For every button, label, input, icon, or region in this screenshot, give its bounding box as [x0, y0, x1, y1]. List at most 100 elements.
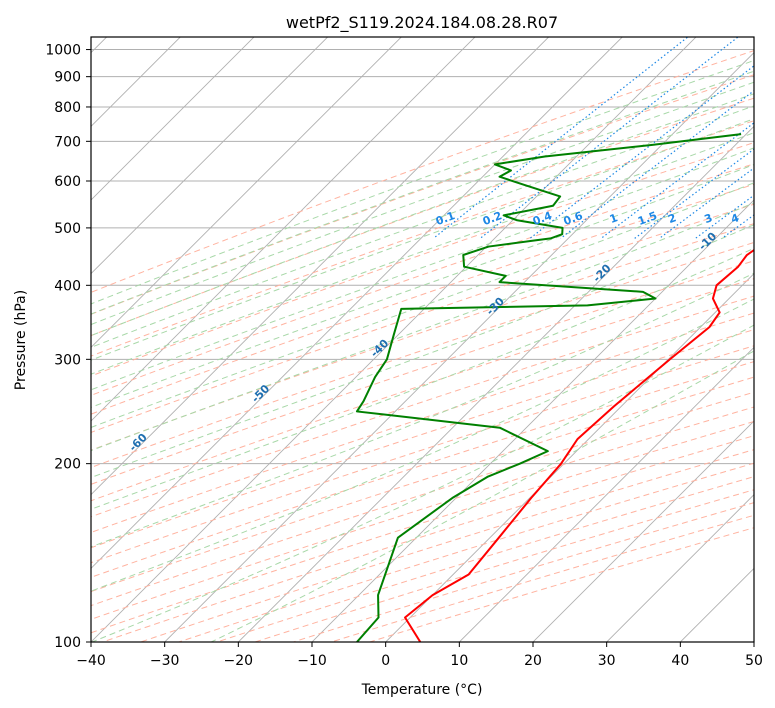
- x-tick-label: −40: [76, 653, 106, 669]
- isotherm-line: [532, 420, 754, 642]
- mixing-ratio-line: [600, 122, 754, 239]
- moist-adiabat-line: [91, 247, 754, 510]
- mixing-ratio-line: [529, 65, 754, 239]
- x-tick-label: 30: [598, 653, 616, 669]
- mixing-ratio-label: 0.6: [562, 209, 585, 228]
- mixing-ratio-label: 6: [768, 211, 775, 226]
- moist-adiabat-line: [91, 118, 754, 361]
- dry-adiabat-line: [215, 476, 754, 642]
- dry-adiabat-line: [139, 449, 754, 642]
- moist-adiabat-line: [91, 202, 754, 452]
- moist-adiabat-line: [91, 182, 754, 428]
- mixing-ratio-line: [433, 37, 689, 239]
- isotherm-label: -70: [14, 469, 37, 492]
- dry-adiabat-line: [91, 278, 754, 502]
- dry-adiabat-line: [100, 435, 754, 642]
- moist-adiabat-line: [91, 324, 754, 642]
- y-axis-label: Pressure (hPa): [13, 290, 29, 390]
- isotherm-label: -30: [484, 295, 507, 318]
- mixing-ratio-label: 1: [608, 211, 620, 226]
- x-tick-label: −30: [150, 653, 180, 669]
- isotherm-line: [458, 346, 754, 642]
- dry-adiabat-line: [91, 391, 754, 607]
- dry-adiabat-line: [91, 361, 754, 578]
- x-tick-label: −20: [224, 653, 254, 669]
- dewpoint-line: [355, 133, 742, 642]
- isotherm-line: [91, 37, 550, 496]
- mixing-ratio-label: 3: [703, 211, 715, 226]
- moist-adiabat-line: [91, 93, 754, 337]
- mixing-ratio-label: 4: [729, 211, 741, 226]
- isotherm-label: -20: [590, 261, 613, 284]
- dry-adiabat-line: [91, 260, 754, 485]
- x-axis-label: Temperature (°C): [361, 682, 483, 698]
- dry-adiabat-line: [91, 183, 754, 415]
- x-tick-label: 40: [671, 653, 689, 669]
- y-tick-label: 100: [54, 635, 81, 651]
- mixing-ratio-label: 0.4: [531, 209, 554, 228]
- mixing-ratio-label: 0.2: [481, 209, 504, 228]
- isotherm-line: [164, 52, 754, 642]
- moist-adiabat-line: [91, 147, 754, 391]
- y-tick-label: 200: [54, 457, 81, 473]
- dry-adiabat-line: [91, 329, 754, 549]
- isotherm-line: [91, 37, 402, 348]
- y-tick-label: 600: [54, 174, 81, 190]
- y-tick-label: 700: [54, 134, 81, 150]
- dry-adiabat-line: [91, 345, 754, 564]
- dry-adiabat-line: [91, 295, 754, 518]
- dry-adiabat-line: [91, 223, 754, 451]
- y-tick-label: 900: [54, 70, 81, 86]
- moist-adiabat-line: [91, 224, 754, 479]
- isotherm-label: -10: [696, 229, 719, 252]
- isotherm-line: [91, 37, 623, 569]
- y-tick-label: 800: [54, 100, 81, 116]
- moist-adiabat-line: [210, 350, 754, 642]
- isotherm-line: [311, 199, 754, 642]
- dry-adiabat-line: [91, 163, 754, 396]
- temperature-line: [404, 248, 754, 642]
- dry-adiabat-line: [253, 489, 754, 642]
- dry-adiabat-line: [91, 376, 754, 593]
- dry-adiabat-line: [91, 312, 754, 533]
- dry-adiabat-line: [91, 74, 754, 315]
- dry-adiabat-line: [177, 462, 754, 642]
- moist-adiabat-line: [91, 164, 754, 408]
- isotherm-label: -60: [127, 431, 150, 454]
- mixing-ratio-line: [761, 25, 775, 238]
- y-tick-label: 1000: [45, 43, 81, 59]
- isotherm-line: [753, 641, 754, 642]
- moist-adiabat-line: [91, 132, 754, 375]
- x-tick-label: 20: [524, 653, 542, 669]
- y-tick-label: 500: [54, 221, 81, 237]
- plot-frame: [90, 36, 755, 643]
- x-tick-label: −10: [297, 653, 327, 669]
- x-tick-label: 0: [381, 653, 390, 669]
- mixing-ratio-line: [479, 37, 740, 239]
- mixing-ratio-label: 2: [666, 211, 678, 226]
- dry-adiabat-line: [91, 142, 754, 377]
- dry-adiabat-line: [91, 241, 754, 469]
- x-tick-label: 50: [745, 653, 763, 669]
- isotherm-line: [237, 125, 754, 642]
- mixing-ratio-label: 1.5: [636, 209, 659, 228]
- dry-adiabat-line: [91, 97, 754, 337]
- dry-adiabat-line: [91, 203, 754, 433]
- dry-adiabat-line: [91, 50, 754, 293]
- mixing-ratio-line: [560, 89, 754, 239]
- isotherm-line: [91, 37, 255, 201]
- y-tick-label: 400: [54, 278, 81, 294]
- mixing-ratio-label: 0.1: [434, 209, 457, 228]
- isotherm-line: [91, 37, 329, 275]
- y-tick-label: 300: [54, 352, 81, 368]
- x-tick-label: 10: [450, 653, 468, 669]
- dry-adiabat-line: [329, 514, 754, 642]
- moist-adiabat-line: [91, 81, 754, 326]
- chart-title: wetPf2_S119.2024.184.08.28.R07: [286, 13, 558, 33]
- dry-adiabat-line: [91, 406, 754, 620]
- moist-adiabat-line: [91, 70, 754, 315]
- isotherm-line: [385, 273, 754, 642]
- isotherm-line: [91, 37, 476, 422]
- moist-adiabat-line: [91, 272, 754, 548]
